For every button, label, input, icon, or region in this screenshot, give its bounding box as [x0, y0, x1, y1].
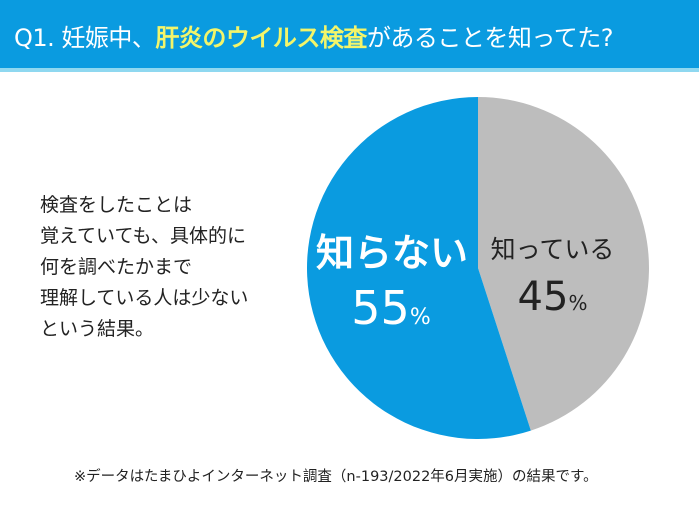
- footnote: ※データはたまひよインターネット調査（n-193/2022年6月実施）の結果です…: [74, 469, 598, 485]
- known-unit: %: [568, 291, 588, 315]
- question-title: Q1. 妊娠中、肝炎のウイルス検査があることを知ってた?: [14, 18, 613, 53]
- header-bar: Q1. 妊娠中、肝炎のウイルス検査があることを知ってた?: [0, 0, 699, 72]
- summary-note: 検査をしたことは 覚えていても、具体的に 何を調べたかまで 理解している人は少な…: [40, 194, 249, 340]
- known-value: 45: [517, 274, 569, 320]
- unknown-unit: %: [409, 305, 431, 330]
- pie-slice-1: [307, 97, 531, 439]
- unknown-value: 55: [351, 281, 410, 335]
- title-suffix: があることを知ってた?: [366, 24, 614, 52]
- slice-label-unknown: 知らない 55%: [316, 222, 469, 335]
- known-label: 知っている: [490, 235, 615, 264]
- unknown-label: 知らない: [316, 231, 469, 275]
- title-highlight: 肝炎のウイルス検査: [155, 24, 367, 52]
- slice-label-known: 知っている 45%: [485, 230, 620, 320]
- pie-slice-0: [478, 97, 650, 431]
- title-prefix: Q1. 妊娠中、: [14, 24, 156, 52]
